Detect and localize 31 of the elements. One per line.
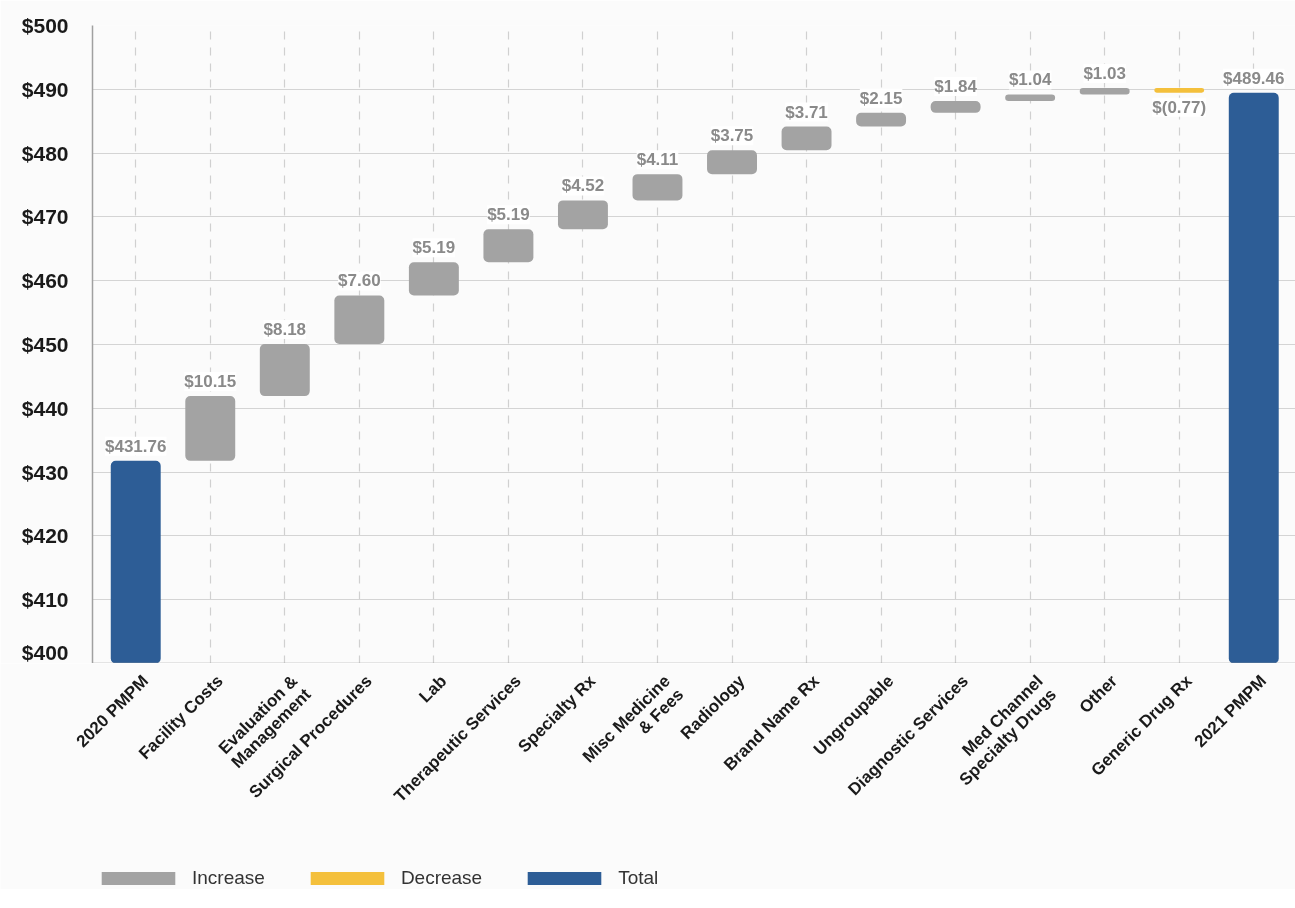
data-label: $4.11	[636, 150, 679, 170]
legend-label: Decrease	[400, 867, 483, 889]
data-label: $1.84	[934, 77, 978, 97]
y-tick-label: $470	[21, 205, 69, 229]
x-tick-label: Lab	[415, 671, 451, 707]
data-label: $3.71	[785, 102, 828, 122]
data-label: $(0.77)	[1152, 97, 1207, 117]
y-tick-label: $500	[21, 14, 69, 37]
y-tick-label: $440	[21, 396, 69, 420]
data-label: $1.03	[1083, 63, 1126, 83]
legend-label: Increase	[192, 867, 265, 889]
data-label: $5.19	[487, 205, 530, 225]
data-label: $3.75	[710, 126, 754, 146]
legend-label: Total	[618, 867, 659, 889]
data-label: $489.46	[1223, 68, 1285, 88]
y-tick-label: $490	[21, 77, 69, 101]
data-label: $1.04	[1008, 70, 1052, 90]
data-label: $2.15	[859, 88, 903, 108]
y-tick-label: $460	[21, 269, 69, 293]
y-tick-label: $400	[21, 640, 69, 664]
data-label: $8.18	[263, 319, 307, 339]
data-label: $431.76	[105, 436, 167, 456]
y-tick-label: $420	[21, 524, 69, 548]
y-tick-label: $450	[21, 333, 69, 356]
data-label: $5.19	[412, 238, 456, 258]
y-tick-label: $430	[21, 460, 69, 484]
y-tick-label: $480	[21, 141, 69, 165]
data-label: $7.60	[338, 271, 381, 291]
data-label: $4.52	[561, 176, 605, 196]
data-label: $10.15	[184, 372, 237, 392]
y-tick-label: $410	[21, 588, 69, 612]
